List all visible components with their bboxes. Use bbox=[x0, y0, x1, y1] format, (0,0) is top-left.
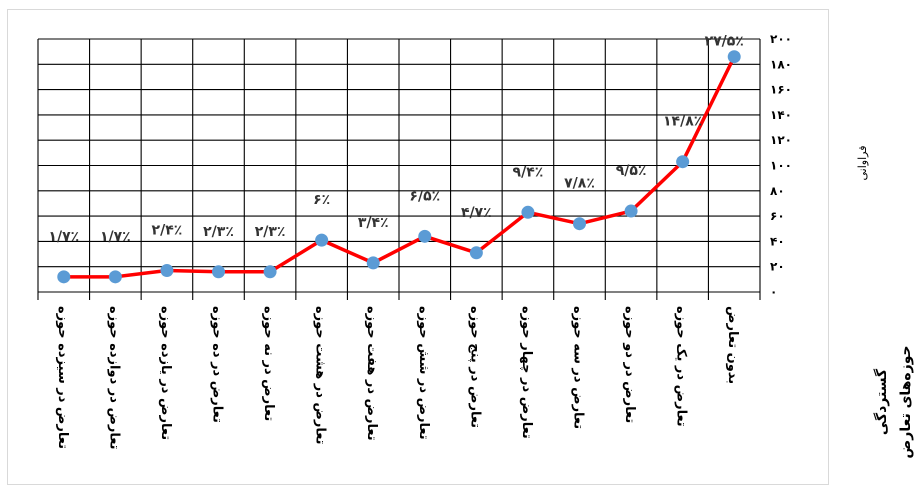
y-tick-label: ۶۰ bbox=[770, 209, 785, 223]
data-label: ۷/۸٪ bbox=[564, 176, 595, 192]
series-line-layer bbox=[62, 54, 736, 279]
line-chart: ۰ ۲۰ ۴۰ ۶۰ ۸۰ ۱۰۰ ۱۲۰ ۱۴۰ ۱۶۰ ۱۸۰ ۲۰۰ تعارض در سیز… bbox=[37, 32, 792, 450]
data-point bbox=[624, 204, 638, 218]
y-axis-label: فراوانی bbox=[856, 146, 869, 181]
y-tick-label: ۲۰ bbox=[770, 260, 785, 274]
y-tick-label: ۴۰ bbox=[770, 234, 785, 248]
data-label: ۹/۵٪ bbox=[616, 163, 647, 179]
data-label: ۳/۴٪ bbox=[358, 215, 389, 231]
data-label: ۲/۳٪ bbox=[203, 224, 234, 240]
data-point bbox=[315, 233, 329, 247]
x-tick-label: تعارض در سه حوزه bbox=[571, 306, 586, 429]
data-label: ۱/۷٪ bbox=[48, 229, 79, 245]
x-tick-label: بدون تعارض bbox=[725, 306, 740, 384]
y-tick-label: ۱۰۰ bbox=[770, 159, 792, 173]
y-tick-label: ۱۶۰ bbox=[770, 83, 792, 97]
x-tick-label: تعارض در دو حوزه bbox=[622, 306, 637, 423]
y-tick-label: ۱۸۰ bbox=[770, 57, 792, 71]
data-point bbox=[366, 256, 380, 270]
data-label: ۲۷/۵٪ bbox=[705, 34, 744, 50]
data-point bbox=[418, 229, 432, 243]
x-tick-label: تعارض در نه حوزه bbox=[261, 306, 276, 421]
grid-layer bbox=[37, 38, 761, 300]
y-tick-label: ۲۰۰ bbox=[770, 32, 792, 46]
x-tick-label: تعارض در شش حوزه bbox=[416, 306, 431, 440]
data-point bbox=[212, 265, 225, 279]
y-tick-label: ۱۲۰ bbox=[770, 133, 792, 147]
data-label: ۶/۵٪ bbox=[409, 188, 440, 204]
x-tick-label: تعارض در پنج حوزه bbox=[467, 306, 482, 428]
y-tick-label: ۱۴۰ bbox=[770, 108, 792, 122]
data-point bbox=[727, 50, 741, 64]
markers-layer bbox=[57, 50, 741, 284]
x-tick-label: تعارض در یازده حوزه bbox=[158, 306, 173, 440]
x-tick-label: تعارض در دوازده حوزه bbox=[106, 306, 121, 450]
data-point bbox=[160, 263, 174, 277]
data-label: ۲/۳٪ bbox=[255, 224, 286, 240]
x-tick-label: تعارض در سیزده حوزه bbox=[55, 306, 70, 449]
data-point bbox=[573, 217, 586, 231]
data-label: ۱/۷٪ bbox=[100, 229, 131, 245]
x-tick-label: تعارض در یک حوزه bbox=[674, 306, 689, 427]
series-line bbox=[62, 54, 736, 279]
data-point bbox=[521, 205, 535, 219]
data-labels-layer: ۱/۷٪ ۱/۷٪ ۲/۴٪ ۲/۳٪ ۲/۳٪ ۶٪ ۳/۴٪ ۶/۵٪ ۴/۷٪ ۹/۴٪ ۷/… bbox=[48, 34, 743, 245]
x-axis-label-line1: گستردگی bbox=[873, 368, 890, 435]
x-tick-label: تعارض در هشت حوزه bbox=[313, 306, 328, 445]
data-label: ۲/۴٪ bbox=[152, 222, 183, 238]
y-tick-labels: ۰ ۲۰ ۴۰ ۶۰ ۸۰ ۱۰۰ ۱۲۰ ۱۴۰ ۱۶۰ ۱۸۰ ۲۰۰ bbox=[770, 32, 792, 299]
x-axis-label-line2: حوزه‌های تعارض bbox=[898, 345, 914, 458]
data-point bbox=[57, 270, 71, 284]
data-label: ۶٪ bbox=[313, 192, 330, 208]
data-point bbox=[676, 155, 690, 169]
data-label: ۴/۷٪ bbox=[461, 205, 492, 221]
data-point bbox=[263, 265, 277, 279]
x-tick-label: تعارض در ده حوزه bbox=[210, 306, 225, 423]
x-tick-label: تعارض در هفت حوزه bbox=[364, 306, 379, 441]
data-point bbox=[469, 246, 483, 260]
y-tick-label: ۰ bbox=[770, 285, 777, 299]
x-tick-labels: تعارض در سیزده حوزه تعارض در دوازده حوزه ت… bbox=[55, 306, 740, 450]
data-point bbox=[108, 270, 122, 284]
y-tick-label: ۸۰ bbox=[770, 184, 785, 198]
x-tick-label: تعارض در چهار حوزه bbox=[519, 306, 534, 439]
chart-frame: ۰ ۲۰ ۴۰ ۶۰ ۸۰ ۱۰۰ ۱۲۰ ۱۴۰ ۱۶۰ ۱۸۰ ۲۰۰ تعارض در سیز… bbox=[7, 9, 829, 485]
data-label: ۹/۴٪ bbox=[513, 164, 544, 180]
data-label: ۱۴/۸٪ bbox=[663, 114, 702, 130]
